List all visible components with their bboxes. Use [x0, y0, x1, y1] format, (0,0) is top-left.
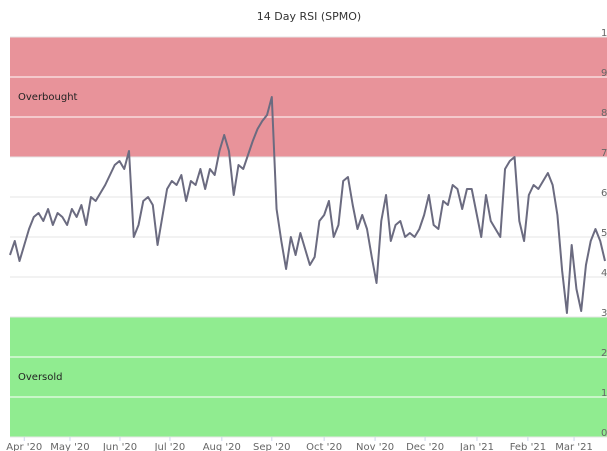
- x-tick-label: Oct '20: [306, 442, 342, 451]
- x-tick-label: Dec '20: [406, 442, 444, 451]
- x-tick-label: Sep '20: [253, 442, 291, 451]
- y-tick-label: 0: [601, 428, 607, 439]
- band: [10, 37, 607, 157]
- chart-title: 14 Day RSI (SPMO): [257, 10, 361, 23]
- y-tick-label: 10: [601, 388, 607, 399]
- x-tick-label: Jun '20: [102, 442, 137, 451]
- x-tick-label: Jul '20: [154, 442, 186, 451]
- rsi-line: [9, 96, 606, 314]
- x-tick-label: Apr '20: [6, 442, 42, 451]
- y-tick-label: 70: [601, 148, 607, 159]
- y-tick-label: 100: [601, 28, 607, 39]
- band-label: Overbought: [18, 92, 78, 103]
- x-tick-label: Feb '21: [510, 442, 546, 451]
- y-tick-label: 50: [601, 228, 607, 239]
- y-tick-label: 20: [601, 348, 607, 359]
- x-tick-label: Aug '20: [203, 442, 241, 451]
- y-tick-label: 30: [601, 308, 607, 319]
- y-tick-label: 80: [601, 108, 607, 119]
- x-tick-label: May '20: [50, 442, 89, 451]
- band-label: Oversold: [18, 372, 63, 383]
- x-tick-label: Jan '21: [459, 442, 494, 451]
- x-tick-label: Mar '21: [555, 442, 593, 451]
- y-tick-label: 60: [601, 188, 607, 199]
- band: [10, 317, 607, 437]
- x-tick-label: Nov '20: [356, 442, 394, 451]
- y-tick-label: 90: [601, 68, 607, 79]
- y-tick-label: 40: [601, 268, 607, 279]
